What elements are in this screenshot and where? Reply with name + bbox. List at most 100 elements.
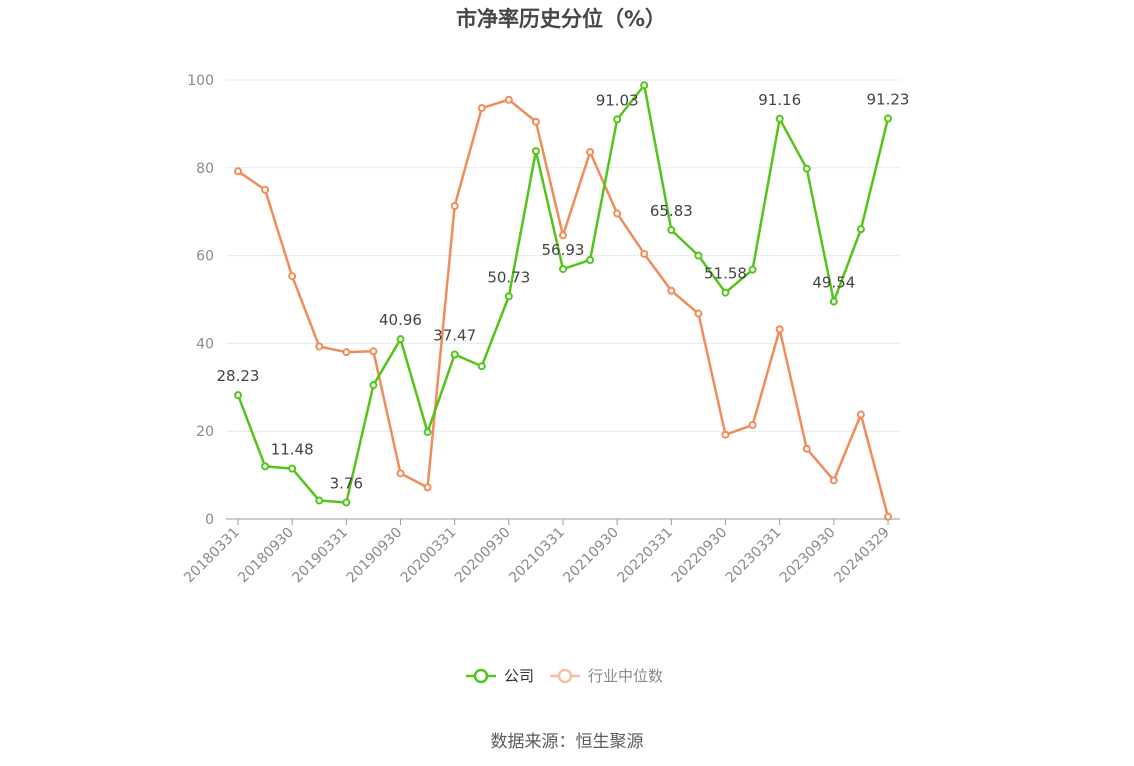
y-tick-label: 60 — [196, 249, 214, 265]
x-tick-label: 20180331 — [181, 525, 243, 587]
x-tick-label: 20180930 — [235, 525, 297, 587]
data-label: 91.03 — [596, 91, 639, 109]
data-label: 50.73 — [487, 268, 530, 286]
x-tick-label: 20210331 — [506, 525, 568, 587]
data-label: 65.83 — [650, 202, 693, 220]
data-point[interactable] — [829, 297, 838, 306]
y-tick-label: 80 — [196, 161, 214, 177]
data-point[interactable] — [775, 114, 784, 123]
data-point[interactable] — [559, 231, 567, 240]
data-point[interactable] — [694, 251, 703, 260]
data-point[interactable] — [884, 114, 892, 123]
data-point[interactable] — [748, 421, 757, 430]
legend-marker — [473, 668, 489, 684]
data-point[interactable] — [856, 410, 865, 419]
data-point[interactable] — [504, 95, 513, 104]
x-tick-label: 20240329 — [831, 525, 893, 587]
data-point[interactable] — [802, 444, 811, 453]
data-point[interactable] — [667, 286, 676, 295]
data-point[interactable] — [721, 430, 730, 439]
data-label: 49.54 — [812, 274, 855, 292]
data-point[interactable] — [288, 464, 297, 473]
series-line — [237, 98, 890, 518]
series-company — [234, 81, 892, 507]
data-point[interactable] — [775, 325, 784, 334]
data-point[interactable] — [586, 147, 595, 156]
data-point[interactable] — [315, 342, 324, 351]
data-point[interactable] — [531, 147, 540, 156]
legend[interactable]: 公司 行业中位数 — [466, 667, 663, 685]
y-axis: 0 20 40 60 80 100 — [187, 73, 214, 528]
data-point[interactable] — [884, 512, 892, 521]
data-point[interactable] — [450, 350, 459, 359]
data-point[interactable] — [802, 164, 811, 173]
data-point[interactable] — [396, 469, 405, 478]
data-point[interactable] — [613, 209, 622, 218]
data-point[interactable] — [423, 483, 432, 492]
data-label: 91.16 — [758, 91, 801, 109]
legend-label: 公司 — [504, 667, 534, 685]
y-tick-label: 40 — [196, 336, 214, 352]
x-tick-label: 20230930 — [777, 525, 839, 587]
data-point[interactable] — [342, 348, 351, 357]
series-line — [236, 84, 890, 504]
data-point[interactable] — [369, 381, 378, 390]
series-layer — [234, 81, 892, 521]
x-tick-label: 20200930 — [452, 525, 514, 587]
data-point[interactable] — [531, 117, 540, 126]
data-source-note: 数据来源：恒生聚源 — [491, 732, 644, 752]
data-point[interactable] — [261, 462, 270, 471]
data-point[interactable] — [640, 249, 649, 258]
x-tick-label: 20190930 — [344, 525, 406, 587]
y-tick-label: 100 — [187, 73, 214, 89]
x-tick-label: 20220930 — [669, 525, 731, 587]
grid-lines — [226, 79, 900, 520]
data-point[interactable] — [450, 201, 459, 210]
data-label: 91.23 — [867, 91, 910, 109]
x-tick-label: 20230331 — [723, 525, 785, 587]
data-point[interactable] — [423, 428, 432, 437]
data-point[interactable] — [396, 335, 405, 344]
chart-title: 市净率历史分位（%） — [456, 7, 666, 31]
data-point[interactable] — [342, 498, 351, 507]
data-labels: 28.23 11.48 3.76 40.96 37.47 50.73 56.93 91.03 6… — [217, 91, 910, 493]
y-tick-label: 20 — [196, 424, 214, 440]
data-point[interactable] — [477, 362, 486, 371]
legend-item-company[interactable]: 公司 — [466, 667, 534, 685]
data-label: 40.96 — [379, 311, 422, 329]
y-tick-label: 0 — [205, 512, 214, 528]
series-industry-median — [234, 95, 892, 521]
legend-marker — [557, 668, 573, 684]
data-point[interactable] — [315, 496, 324, 505]
x-tick-label: 20200331 — [398, 525, 460, 587]
data-point[interactable] — [477, 104, 486, 113]
data-point[interactable] — [667, 226, 676, 235]
data-label: 28.23 — [217, 367, 260, 385]
data-point[interactable] — [613, 115, 622, 124]
data-point[interactable] — [234, 167, 242, 176]
x-tick-label: 20190331 — [289, 525, 351, 587]
data-point[interactable] — [586, 255, 595, 264]
data-point[interactable] — [559, 265, 567, 274]
legend-item-industry-median[interactable]: 行业中位数 — [550, 667, 663, 685]
data-point[interactable] — [234, 391, 242, 400]
data-point[interactable] — [748, 265, 757, 274]
data-point[interactable] — [856, 225, 865, 234]
data-point[interactable] — [504, 292, 513, 301]
x-tick-label: 20210930 — [560, 525, 622, 587]
data-label: 37.47 — [433, 327, 476, 345]
data-label: 3.76 — [330, 474, 363, 492]
data-point[interactable] — [829, 476, 838, 485]
legend-label: 行业中位数 — [588, 667, 663, 685]
x-tick-label: 20220331 — [614, 525, 676, 587]
data-point[interactable] — [640, 81, 649, 90]
data-point[interactable] — [261, 185, 270, 194]
data-point[interactable] — [288, 272, 297, 281]
data-point[interactable] — [721, 288, 730, 297]
x-axis: 2018033120180930201903312019093020200331… — [181, 519, 893, 586]
data-point[interactable] — [369, 347, 378, 356]
data-point[interactable] — [694, 309, 703, 318]
data-label: 56.93 — [542, 241, 585, 259]
data-label: 51.58 — [704, 265, 747, 283]
